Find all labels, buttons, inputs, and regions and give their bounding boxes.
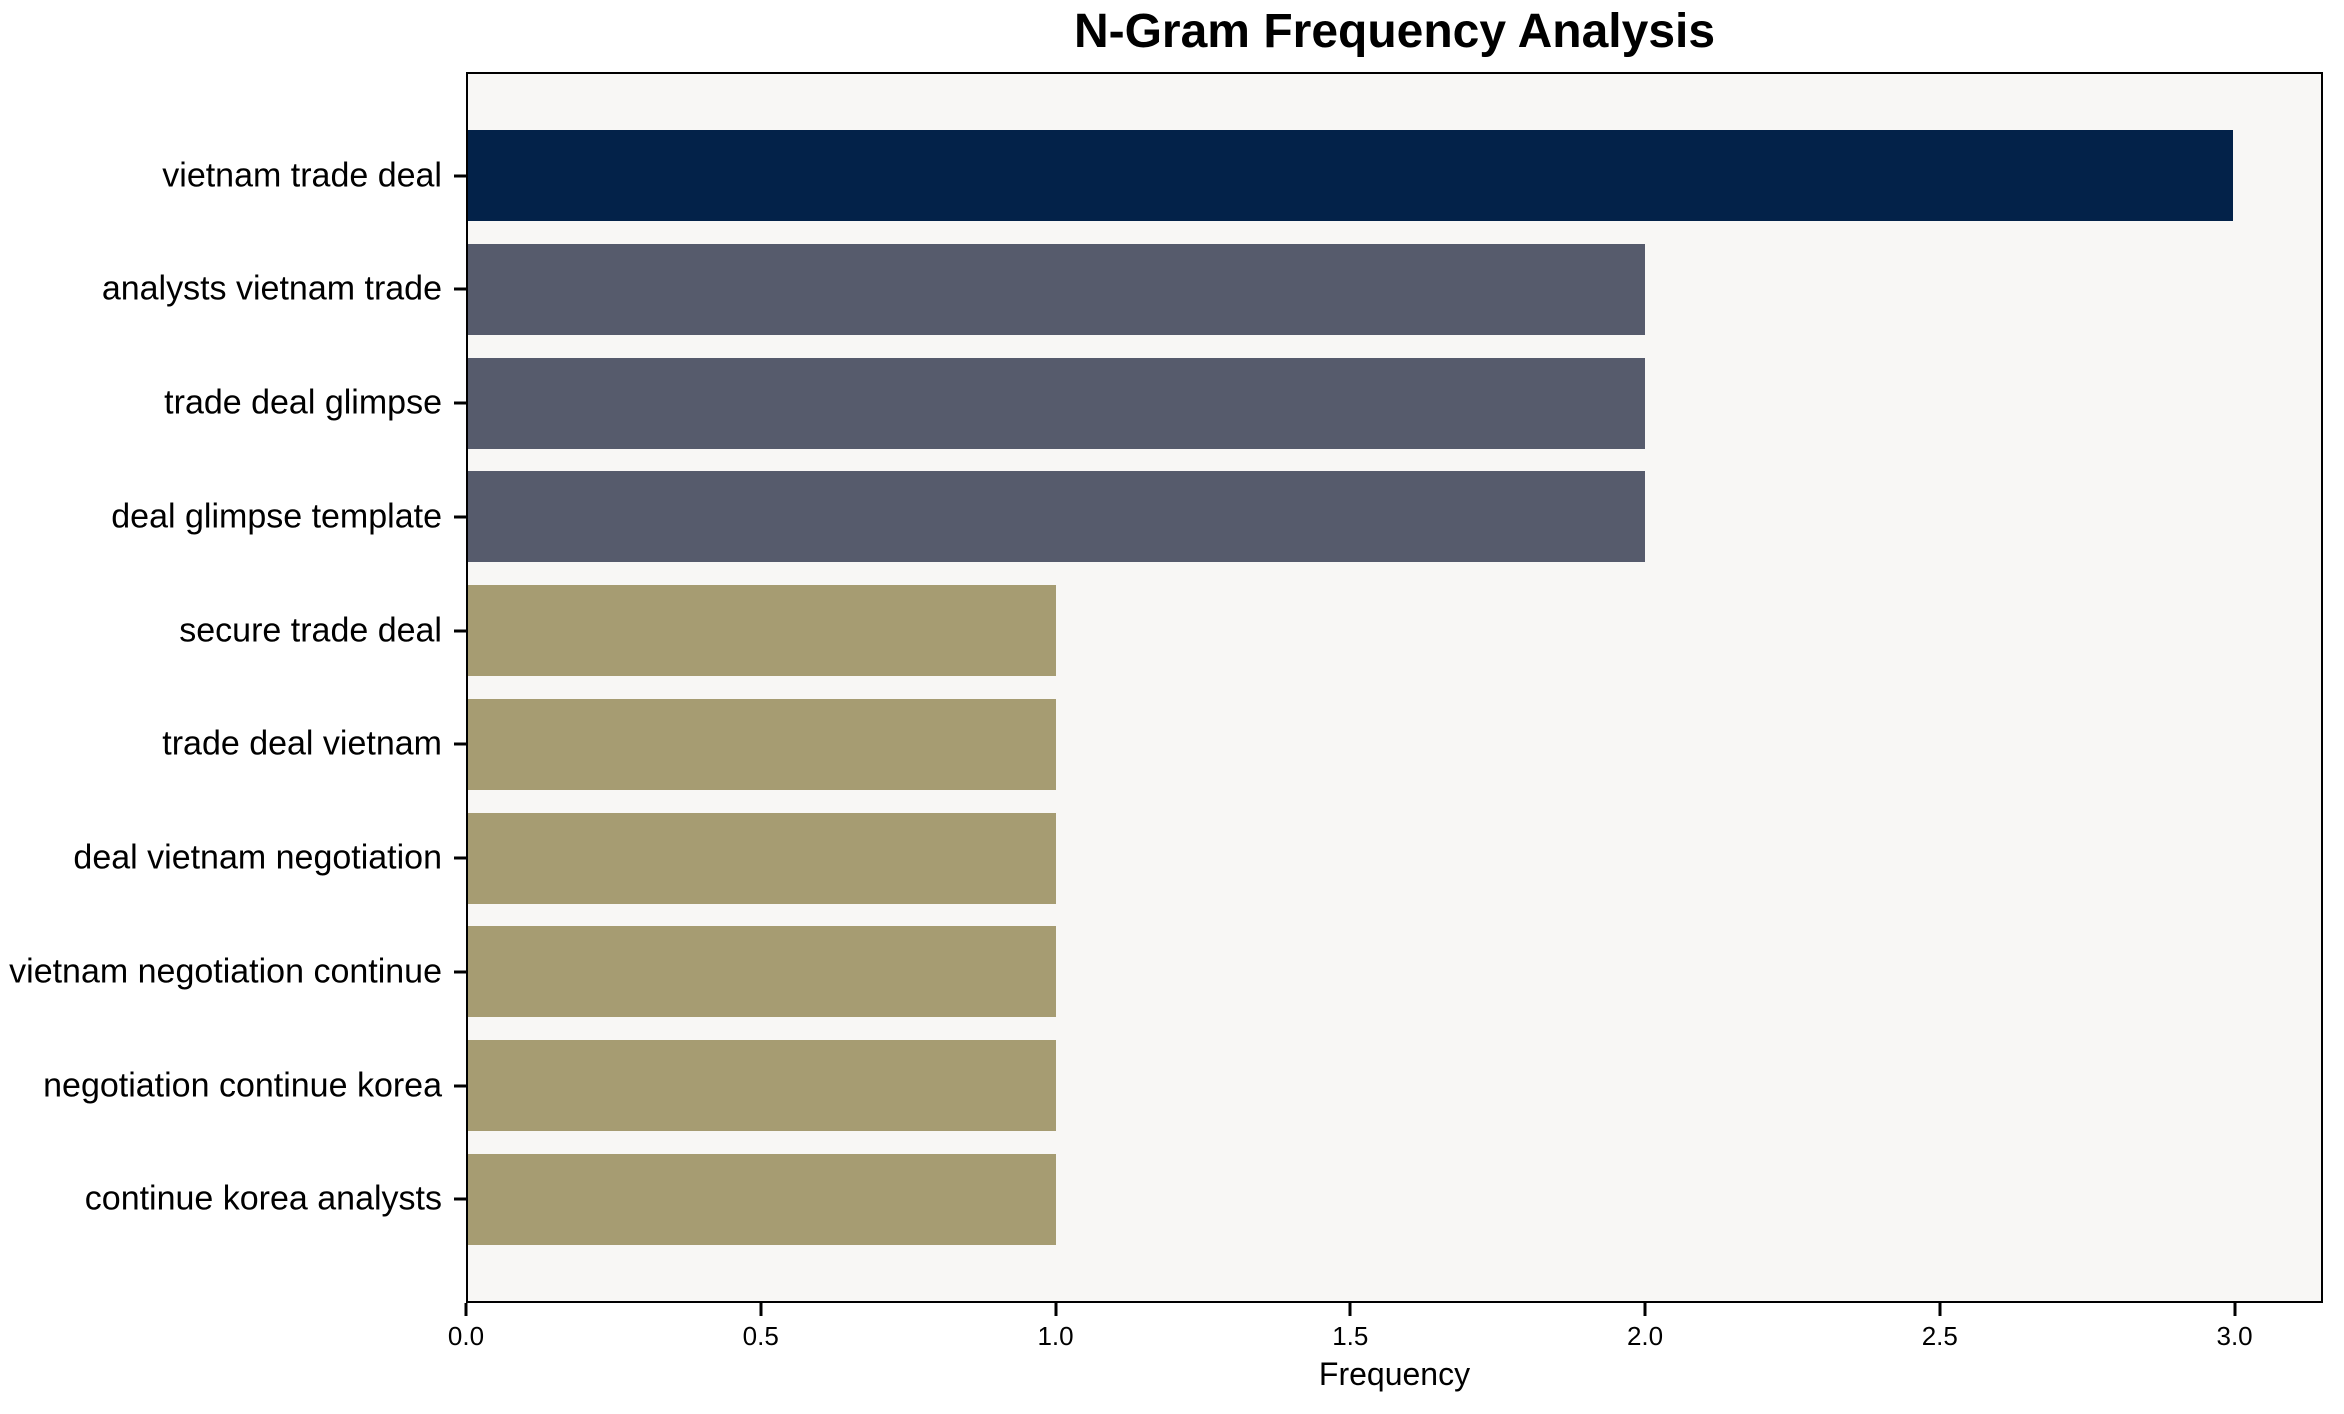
bar-row: trade deal glimpse [164,357,2321,449]
x-tick-mark [1054,1303,1058,1316]
x-tick-label: 1.0 [1037,1321,1074,1351]
bar-row: trade deal vietnam [162,698,2321,790]
y-tick-mark [454,174,467,177]
y-tick-mark [454,856,467,860]
y-tick-mark [454,515,467,519]
bar-secure-trade-deal [468,585,1057,677]
y-tick-mark [454,401,467,405]
bar-negotiation-continue-korea [468,1040,1057,1132]
x-tick-label: 2.5 [1921,1321,1958,1351]
y-tick-mark [454,629,467,633]
y-category-label: analysts vietnam trade [101,269,442,308]
bar-row: analysts vietnam trade [102,243,2321,335]
x-tick-label: 3.0 [2216,1321,2253,1351]
bar-deal-vietnam-negotiation [468,812,1057,904]
y-category-label: continue korea analysts [84,1179,442,1218]
bar-row: deal glimpse template [111,471,2321,563]
bar-vietnam-negotiation-continue [468,926,1057,1018]
x-axis-label: Frequency [1318,1356,1471,1392]
y-tick-mark [454,1197,467,1201]
y-tick-mark [454,1084,467,1088]
x-tick-label: 0.0 [447,1321,485,1351]
bar-vietnam-trade-deal [468,130,2233,221]
bar-continue-korea-analysts [468,1153,1057,1245]
bar-trade-deal-glimpse [468,357,1645,449]
x-tick-label: 2.0 [1626,1321,1664,1351]
y-category-label: vietnam trade deal [162,156,442,194]
bar-row: negotiation continue korea [43,1040,2321,1132]
chart-title: N-Gram Frequency Analysis [1073,5,1716,58]
y-category-label: deal vietnam negotiation [73,838,442,877]
x-tick-mark [1643,1303,1647,1316]
x-tick-mark [464,1303,468,1316]
y-tick-mark [454,287,467,291]
bar-analysts-vietnam-trade [468,243,1645,335]
y-category-label: trade deal vietnam [162,724,442,763]
bar-trade-deal-vietnam [468,698,1057,790]
x-tick-mark [2233,1303,2237,1316]
y-category-label: deal glimpse template [111,497,442,536]
y-category-label: negotiation continue korea [43,1066,442,1105]
y-category-label: trade deal glimpse [164,383,442,422]
bar-row: vietnam trade deal [162,130,2321,221]
y-category-label: secure trade deal [179,611,442,650]
x-tick-label: 1.5 [1332,1321,1369,1351]
y-category-label: vietnam negotiation continue [9,952,442,991]
x-tick-label: 0.5 [742,1321,779,1351]
x-axis: 0.0 0.5 1.0 1.5 2.0 2.5 3.0 [448,1303,2323,1373]
y-tick-mark [454,970,467,974]
bar-row: secure trade deal [179,585,2321,677]
bar-row: vietnam negotiation continue [9,926,2321,1018]
bar-row: deal vietnam negotiation [73,812,2321,904]
y-tick-mark [454,742,467,746]
bars-area: vietnam trade deal analysts vietnam trade… [9,130,2321,1245]
bar-deal-glimpse-template [468,471,1645,563]
bar-row: continue korea analysts [85,1153,2321,1245]
x-tick-mark [759,1303,763,1316]
plot-area: vietnam trade deal analysts vietnam trade… [9,72,2323,1303]
x-tick-mark [1938,1303,1942,1316]
x-tick-mark [1348,1303,1352,1316]
